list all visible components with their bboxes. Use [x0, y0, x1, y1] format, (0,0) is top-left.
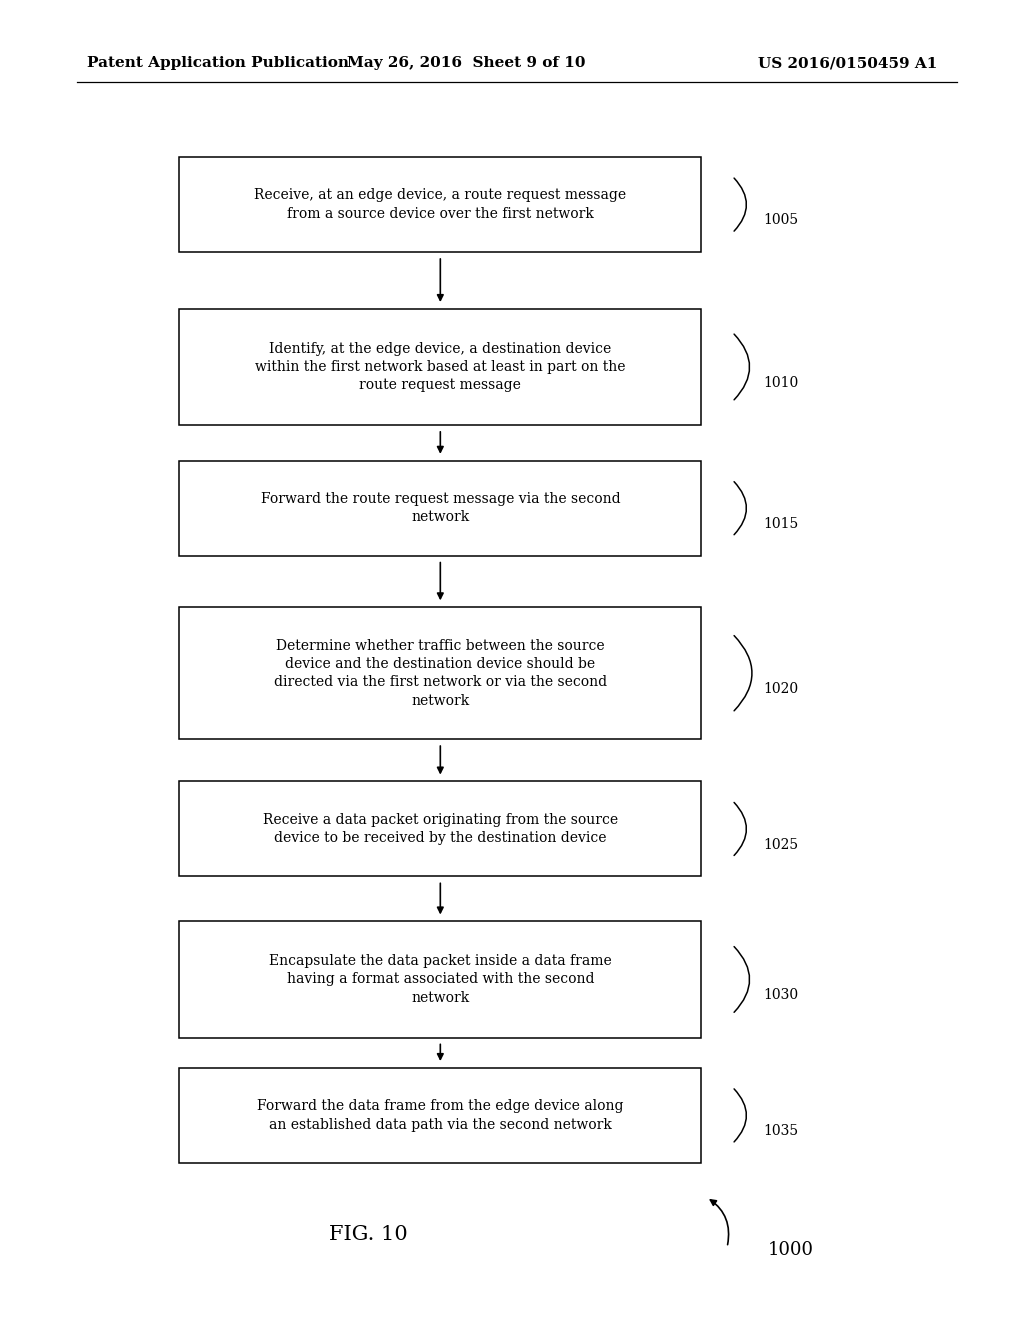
Text: 1030: 1030	[763, 989, 798, 1002]
Bar	[179, 309, 701, 425]
Bar	[179, 1068, 701, 1163]
Text: May 26, 2016  Sheet 9 of 10: May 26, 2016 Sheet 9 of 10	[347, 57, 585, 70]
Text: Forward the data frame from the edge device along
an established data path via t: Forward the data frame from the edge dev…	[257, 1100, 624, 1131]
Text: Receive a data packet originating from the source
device to be received by the d: Receive a data packet originating from t…	[263, 813, 617, 845]
Bar	[179, 461, 701, 556]
Text: FIG. 10: FIG. 10	[330, 1225, 408, 1243]
Text: 1020: 1020	[763, 682, 798, 696]
Text: 1005: 1005	[763, 214, 798, 227]
Text: 1035: 1035	[763, 1125, 798, 1138]
Text: Forward the route request message via the second
network: Forward the route request message via th…	[260, 492, 621, 524]
Text: 1015: 1015	[763, 517, 798, 531]
Text: Patent Application Publication: Patent Application Publication	[87, 57, 349, 70]
Bar	[179, 157, 701, 252]
Text: 1010: 1010	[763, 376, 798, 389]
Text: Encapsulate the data packet inside a data frame
having a format associated with : Encapsulate the data packet inside a dat…	[269, 954, 611, 1005]
Bar	[179, 921, 701, 1038]
Text: US 2016/0150459 A1: US 2016/0150459 A1	[758, 57, 937, 70]
Text: 1025: 1025	[763, 838, 798, 851]
Bar	[179, 607, 701, 739]
Text: Receive, at an edge device, a route request message
from a source device over th: Receive, at an edge device, a route requ…	[254, 189, 627, 220]
Text: 1000: 1000	[768, 1241, 814, 1259]
Text: Identify, at the edge device, a destination device
within the first network base: Identify, at the edge device, a destinat…	[255, 342, 626, 392]
Bar	[179, 781, 701, 876]
Text: Determine whether traffic between the source
device and the destination device s: Determine whether traffic between the so…	[273, 639, 607, 708]
